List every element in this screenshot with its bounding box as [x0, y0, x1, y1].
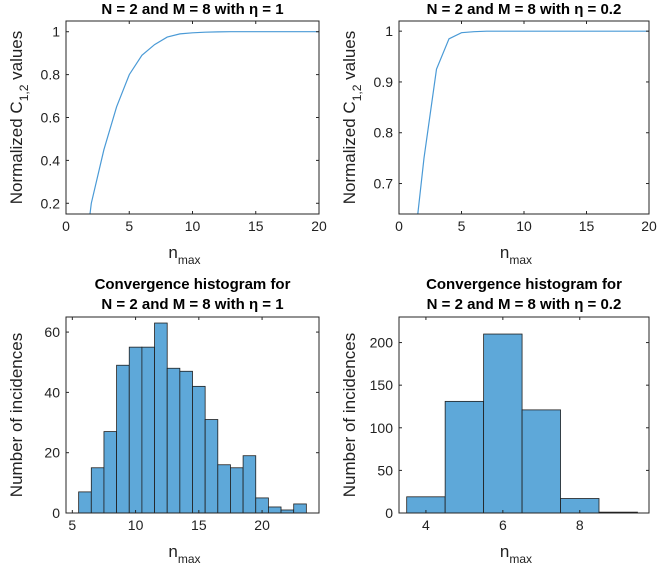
- x-tick-label: 15: [191, 517, 207, 533]
- chart-title-line: Convergence histogram for: [95, 276, 291, 293]
- y-tick-label: 0.6: [41, 110, 61, 126]
- series-line: [89, 31, 319, 214]
- x-tick-label: 20: [641, 218, 657, 234]
- y-tick-label: 0.7: [374, 176, 394, 192]
- x-tick-label: 4: [422, 517, 430, 533]
- x-tick-label: 10: [185, 218, 201, 234]
- axes-box: [65, 20, 320, 215]
- y-tick-label: 0: [52, 505, 60, 521]
- axes-box: [398, 316, 650, 514]
- axes-box: [398, 20, 650, 215]
- histogram-bar: [230, 467, 244, 514]
- histogram-bar: [192, 385, 206, 514]
- x-axis-label: nmax: [500, 243, 532, 267]
- x-tick-label: 10: [128, 517, 144, 533]
- x-tick-label: 5: [458, 218, 466, 234]
- x-tick-label: 5: [125, 218, 133, 234]
- histogram-bar: [293, 503, 307, 514]
- x-tick-label: 5: [68, 517, 76, 533]
- histogram-bar: [242, 455, 257, 514]
- chart-panel-2: 0 5 10 15 20 0.7 0.8 0.9 1 N = 2 and M = 8 with η…: [340, 1, 657, 267]
- x-tick-label: 8: [576, 517, 584, 533]
- y-tick-label: 0.2: [41, 195, 61, 211]
- y-tick-label: 100: [370, 420, 394, 436]
- y-tick-label: 0.4: [41, 152, 61, 168]
- series-line: [417, 30, 649, 214]
- histogram-bar: [521, 409, 561, 514]
- y-tick-label: 0: [385, 505, 393, 521]
- histogram-bar: [204, 419, 219, 514]
- chart-title-line: Convergence histogram for: [426, 276, 622, 293]
- x-tick-label: 0: [395, 218, 403, 234]
- y-tick-label: 150: [370, 377, 394, 393]
- histogram-bar: [154, 322, 168, 514]
- chart-title-line: N = 2 and M = 8 with η = 0.2: [427, 296, 622, 313]
- histogram-bar: [128, 346, 143, 514]
- histogram-bar: [103, 431, 117, 514]
- y-tick-label: 0.8: [374, 125, 394, 141]
- histogram-bar: [78, 491, 92, 514]
- y-tick-label: 0.8: [41, 67, 61, 83]
- x-tick-label: 15: [579, 218, 595, 234]
- y-tick-label: 200: [370, 335, 394, 351]
- y-tick-label: 1: [385, 23, 393, 39]
- y-tick-label: 50: [377, 462, 393, 478]
- axes-box: [65, 316, 320, 514]
- histogram-bar: [267, 506, 282, 514]
- x-axis-label: nmax: [500, 542, 532, 566]
- x-tick-label: 0: [62, 218, 70, 234]
- y-tick-label: 60: [44, 324, 60, 340]
- x-tick-label: 6: [499, 517, 507, 533]
- histogram-bar: [141, 346, 155, 514]
- histogram-bar: [483, 333, 523, 514]
- x-tick-label: 10: [516, 218, 532, 234]
- chart-title: N = 2 and M = 8 with η = 1: [101, 1, 283, 18]
- y-axis-label: Number of incidences: [7, 333, 26, 497]
- y-tick-label: 1: [52, 24, 60, 40]
- y-axis-label: Normalized C1,2 values: [340, 31, 364, 205]
- x-axis-label: nmax: [168, 542, 200, 566]
- chart-panel-4: 4 6 8 0 50 100 150 200 Convergence histogram for…: [340, 276, 650, 566]
- histogram-bar: [179, 370, 193, 514]
- histogram-bar: [116, 364, 130, 514]
- y-axis-label: Number of incidences: [340, 333, 359, 497]
- chart-title: N = 2 and M = 8 with η = 0.2: [427, 1, 622, 18]
- x-tick-label: 15: [248, 218, 264, 234]
- histogram-bar: [217, 464, 231, 514]
- y-tick-label: 0.9: [374, 74, 394, 90]
- histogram-bar: [90, 467, 105, 514]
- histogram-bar: [444, 400, 485, 514]
- chart-panel-1: 0 5 10 15 20 0.2 0.4 0.6 0.8 1 N = 2 and M = 8 wit…: [7, 1, 327, 267]
- x-tick-label: 20: [254, 517, 270, 533]
- x-tick-label: 20: [311, 218, 327, 234]
- histogram-bar: [166, 367, 181, 514]
- x-axis-label: nmax: [168, 243, 200, 267]
- y-axis-label: Normalized C1,2 values: [7, 31, 31, 205]
- chart-title-line: N = 2 and M = 8 with η = 1: [101, 296, 283, 313]
- chart-panel-3: 5 10 15 20 0 20 40 60 Convergence histogram for N…: [7, 276, 320, 566]
- y-tick-label: 40: [44, 384, 60, 400]
- y-tick-label: 20: [44, 445, 60, 461]
